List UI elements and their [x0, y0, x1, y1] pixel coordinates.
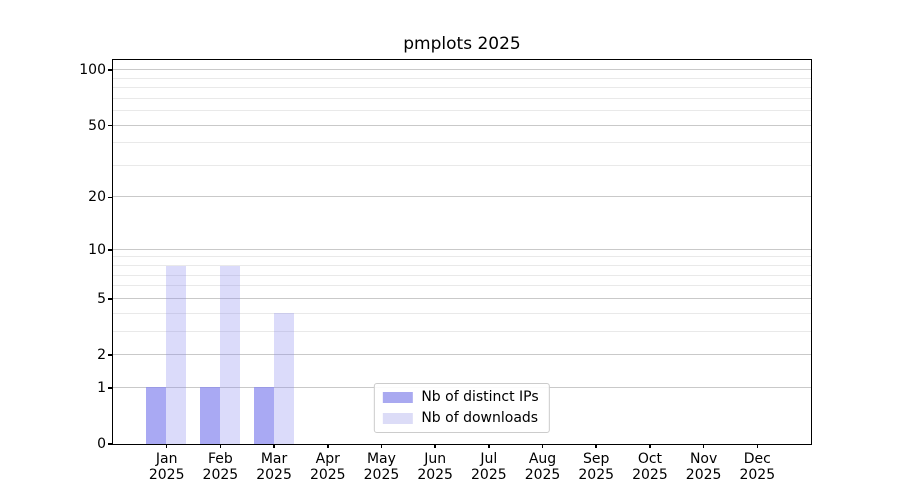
y-tick-label: 50: [88, 117, 106, 134]
y-tick-label: 5: [97, 290, 106, 307]
x-tick-mark: [702, 444, 705, 448]
gridline-major: [112, 354, 811, 355]
x-tick-mark: [434, 444, 436, 448]
x-tick-label-jun: Jun 2025: [417, 451, 453, 483]
bar-distinct-ips-jan: [146, 387, 167, 444]
legend-item-downloads: Nb of downloads: [382, 410, 538, 427]
bars-layer: [113, 60, 811, 444]
y-tick-mark: [108, 354, 112, 356]
gridline-minor: [112, 312, 811, 314]
gridline-minor: [112, 164, 811, 166]
gridline-minor: [112, 97, 811, 99]
x-tick-mark: [595, 444, 597, 448]
chart-title: pmplots 2025: [403, 34, 521, 54]
x-tick-label-sep: Sep 2025: [578, 451, 615, 483]
x-tick-mark: [756, 444, 759, 448]
x-tick-label-nov: Nov 2025: [685, 451, 722, 483]
bar-downloads-mar: [273, 313, 294, 444]
y-tick-mark: [108, 298, 112, 300]
x-tick-mark: [165, 444, 168, 448]
gridline-minor: [112, 87, 811, 89]
x-tick-mark: [541, 444, 544, 448]
legend-label-downloads: Nb of downloads: [421, 410, 539, 426]
plot-area: Nb of distinct IPs Nb of downloads: [111, 58, 812, 445]
gridline-minor: [112, 142, 811, 144]
y-tick-mark: [108, 387, 112, 389]
gridline-major: [112, 69, 811, 71]
x-tick-mark: [273, 444, 275, 448]
y-tick-mark: [108, 124, 112, 127]
legend-label-distinct-ips: Nb of distinct IPs: [421, 389, 539, 405]
gridline-major: [112, 124, 811, 126]
gridline-major: [112, 297, 811, 299]
x-tick-mark: [488, 444, 490, 448]
x-tick-label-oct: Oct 2025: [632, 451, 668, 483]
x-tick-label-dec: Dec 2025: [739, 451, 776, 483]
gridline-minor: [112, 285, 811, 287]
gridline-minor: [112, 110, 811, 112]
gridline-minor: [112, 256, 811, 258]
x-tick-label-jul: Jul 2025: [471, 451, 507, 483]
gridline-major: [112, 196, 811, 198]
bar-downloads-feb: [219, 265, 240, 444]
x-tick-label-mar: Mar 2025: [256, 451, 292, 483]
gridline-minor: [112, 330, 811, 332]
gridline-minor: [112, 274, 811, 276]
x-tick-label-feb: Feb 2025: [202, 451, 239, 483]
x-tick-mark: [649, 444, 651, 448]
y-tick-label: 2: [97, 347, 106, 363]
bar-downloads-jan: [166, 265, 187, 444]
legend-swatch-downloads: [382, 412, 413, 424]
x-tick-label-aug: Aug 2025: [524, 451, 561, 483]
bar-distinct-ips-mar: [253, 387, 274, 444]
y-tick-mark: [108, 196, 112, 199]
legend-item-distinct-ips: Nb of distinct IPs: [382, 389, 539, 406]
legend: Nb of distinct IPs Nb of downloads: [373, 382, 550, 433]
y-tick-label: 100: [79, 62, 106, 79]
x-tick-mark: [219, 444, 222, 448]
x-tick-label-jan: Jan 2025: [148, 451, 185, 483]
gridline-minor: [112, 265, 811, 267]
y-tick-mark: [108, 443, 112, 445]
gridline-major: [112, 248, 811, 250]
x-tick-label-may: May 2025: [363, 451, 400, 483]
gridline-minor: [112, 77, 811, 79]
y-tick-mark: [108, 249, 112, 251]
bar-distinct-ips-feb: [199, 387, 220, 444]
y-tick-label: 0: [97, 436, 106, 452]
x-tick-label-apr: Apr 2025: [309, 451, 346, 483]
y-tick-label: 10: [88, 241, 106, 258]
x-tick-mark: [327, 444, 329, 448]
x-tick-mark: [380, 444, 383, 448]
y-tick-mark: [108, 69, 112, 71]
y-tick-label: 1: [97, 379, 106, 396]
legend-swatch-distinct-ips: [382, 391, 413, 403]
y-tick-label: 20: [88, 189, 106, 206]
